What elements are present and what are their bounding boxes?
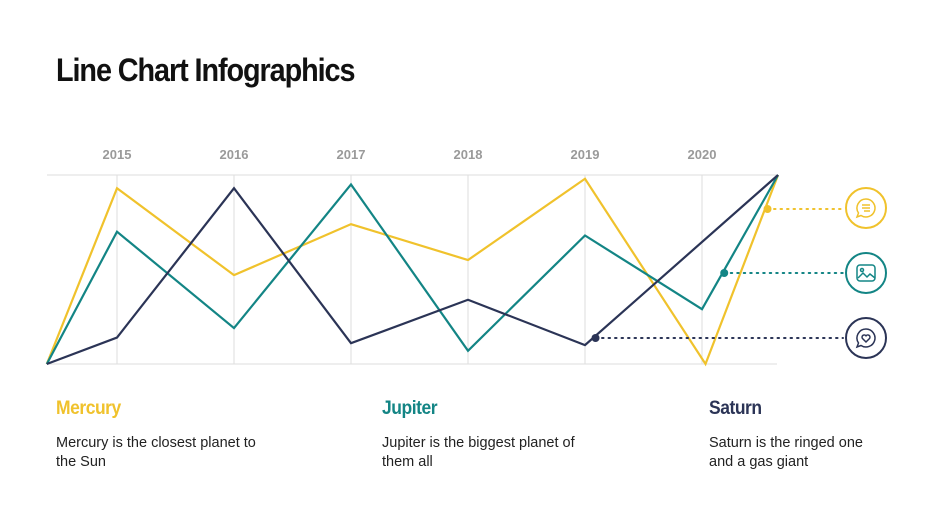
series-line-jupiter [45,174,780,365]
legend-title-saturn: Saturn [709,398,762,419]
page-title: Line Chart Infographics [56,52,355,88]
marker-jupiter [720,269,729,277]
marker-saturn [591,334,600,342]
legend-text-jupiter: Jupiter is the biggest planet of them al… [382,435,575,470]
x-tick-label: 2019 [571,147,600,162]
x-tick-label: 2016 [220,147,249,162]
chat-bubble-icon [845,187,887,229]
x-tick-label: 2015 [103,147,132,162]
legend-title-mercury: Mercury [56,398,121,419]
legend-title-jupiter: Jupiter [382,398,438,419]
image-icon [845,252,887,294]
legend-jupiter: Jupiter Jupiter is the biggest planet of… [382,398,622,472]
x-tick-label: 2017 [337,147,366,162]
legend-mercury: Mercury Mercury is the closest planet to… [56,398,296,472]
legend-saturn: Saturn Saturn is the ringed one and a ga… [709,398,937,472]
legend-text-mercury: Mercury is the closest planet to the Sun [56,435,256,470]
x-tick-label: 2018 [454,147,483,162]
x-tick-label: 2020 [688,147,717,162]
series-line-mercury [45,174,780,367]
series-line-saturn [46,174,779,366]
legend-text-saturn: Saturn is the ringed one and a gas giant [709,435,863,470]
marker-mercury [763,205,772,213]
heart-bubble-icon [845,317,887,359]
